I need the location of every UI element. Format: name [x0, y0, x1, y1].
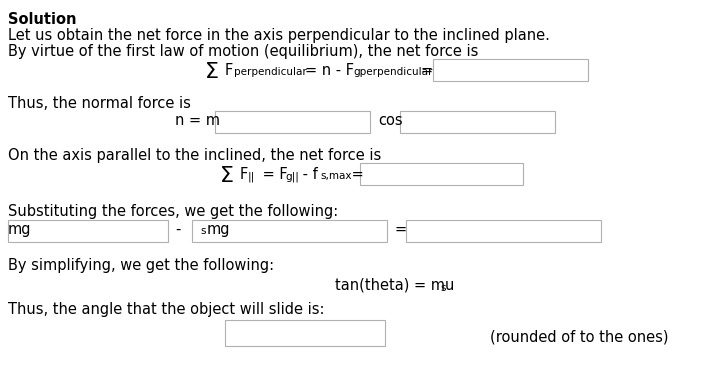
Text: On the axis parallel to the inclined, the net force is: On the axis parallel to the inclined, th… [8, 148, 381, 163]
Text: = F: = F [258, 167, 288, 182]
Text: Let us obtain the net force in the axis perpendicular to the inclined plane.: Let us obtain the net force in the axis … [8, 28, 550, 43]
Text: g||: g|| [285, 171, 299, 182]
Text: By virtue of the first law of motion (equilibrium), the net force is: By virtue of the first law of motion (eq… [8, 44, 478, 59]
Text: Σ: Σ [220, 166, 234, 186]
Text: Thus, the normal force is: Thus, the normal force is [8, 96, 191, 111]
Text: =: = [420, 63, 432, 78]
Text: cos: cos [378, 113, 403, 128]
FancyBboxPatch shape [406, 220, 601, 242]
Text: mg: mg [8, 222, 31, 237]
Text: By simplifying, we get the following:: By simplifying, we get the following: [8, 258, 274, 273]
Text: Σ: Σ [205, 62, 219, 82]
FancyBboxPatch shape [400, 111, 555, 133]
Text: mg: mg [207, 222, 230, 237]
Text: Solution: Solution [8, 12, 76, 27]
Text: perpendicular: perpendicular [234, 67, 307, 77]
FancyBboxPatch shape [225, 320, 385, 346]
Text: - f: - f [298, 167, 318, 182]
Text: F: F [225, 63, 233, 78]
FancyBboxPatch shape [215, 111, 370, 133]
Text: -: - [175, 222, 180, 237]
Text: s: s [440, 283, 446, 293]
Text: =: = [394, 222, 406, 237]
Text: gperpendicular: gperpendicular [353, 67, 433, 77]
Text: Thus, the angle that the object will slide is:: Thus, the angle that the object will sli… [8, 302, 324, 317]
Text: s: s [200, 226, 206, 236]
Text: s,max: s,max [320, 171, 351, 181]
FancyBboxPatch shape [433, 59, 588, 81]
Text: n = m: n = m [175, 113, 220, 128]
Text: Substituting the forces, we get the following:: Substituting the forces, we get the foll… [8, 204, 338, 219]
Text: F: F [240, 167, 248, 182]
Text: = n - F: = n - F [305, 63, 354, 78]
Text: ||: || [248, 171, 255, 182]
Text: tan(theta) = mu: tan(theta) = mu [335, 278, 454, 293]
Text: =: = [347, 167, 364, 182]
Text: (rounded of to the ones): (rounded of to the ones) [490, 330, 669, 345]
FancyBboxPatch shape [360, 163, 523, 185]
FancyBboxPatch shape [8, 220, 168, 242]
FancyBboxPatch shape [192, 220, 387, 242]
